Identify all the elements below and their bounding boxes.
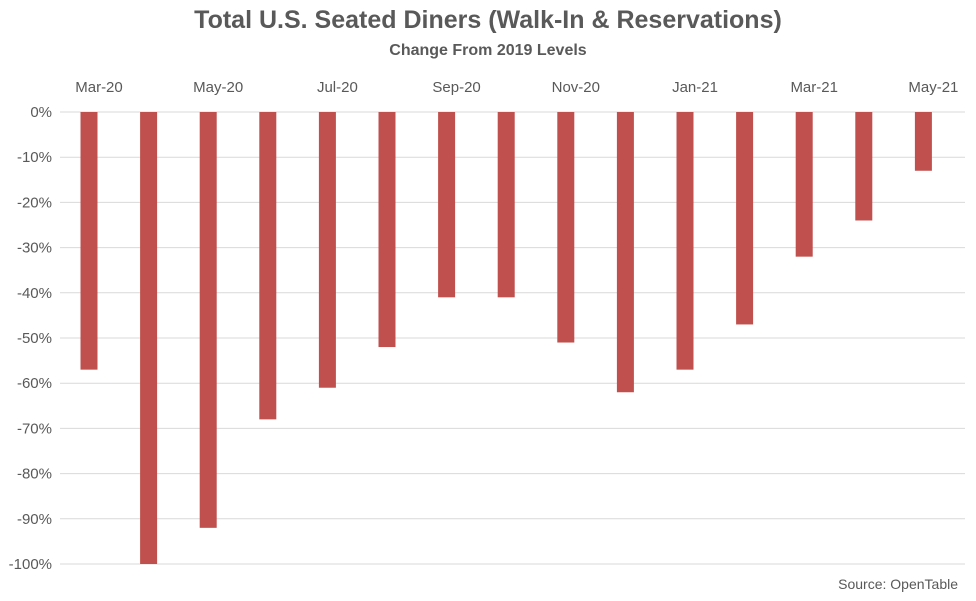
x-axis-labels: Mar-20 May-20 Jul-20 Sep-20 Nov-20 Jan-21 Mar-… [75,79,958,96]
bar-apr-20 [140,112,158,564]
x-tick-label: May-20 [193,79,243,96]
source-note: Source: OpenTable [838,576,958,592]
bar-may-21 [914,112,932,171]
y-tick-label: -90% [17,511,52,528]
y-tick-label: -50% [17,330,52,347]
bar-oct-20 [497,112,515,298]
bar-feb-21 [736,112,754,325]
y-tick-label: -20% [17,194,52,211]
x-tick-label: Nov-20 [552,79,600,96]
x-tick-label: Sep-20 [432,79,480,96]
bar-mar-20 [80,112,98,370]
bar-may-20 [199,112,217,528]
y-tick-label: -70% [17,420,52,437]
y-tick-label: 0% [30,104,52,121]
x-tick-label: Mar-20 [75,79,123,96]
x-tick-label: Jan-21 [672,79,718,96]
y-tick-label: -30% [17,240,52,257]
y-tick-label: -80% [17,466,52,483]
y-tick-label: -40% [17,285,52,302]
y-tick-label: -100% [9,556,52,573]
bar-jun-20 [259,112,277,420]
bar-mar-21 [795,112,813,257]
bars [80,112,932,564]
chart-subtitle: Change From 2019 Levels [389,42,587,59]
y-tick-label: -60% [17,375,52,392]
bar-dec-20 [616,112,634,393]
x-tick-label: Jul-20 [317,79,358,96]
bar-jan-21 [676,112,694,370]
chart-title: Total U.S. Seated Diners (Walk-In & Rese… [194,6,782,34]
bar-jul-20 [318,112,336,388]
bar-aug-20 [378,112,396,348]
bar-nov-20 [557,112,575,343]
bar-sep-20 [438,112,456,298]
x-tick-label: Mar-21 [790,79,838,96]
y-axis-labels: 0% -10% -20% -30% -40% -50% -60% -70% -80% -90% -1… [9,104,52,573]
bar-apr-21 [855,112,873,221]
x-tick-label: May-21 [908,79,958,96]
y-tick-label: -10% [17,149,52,166]
